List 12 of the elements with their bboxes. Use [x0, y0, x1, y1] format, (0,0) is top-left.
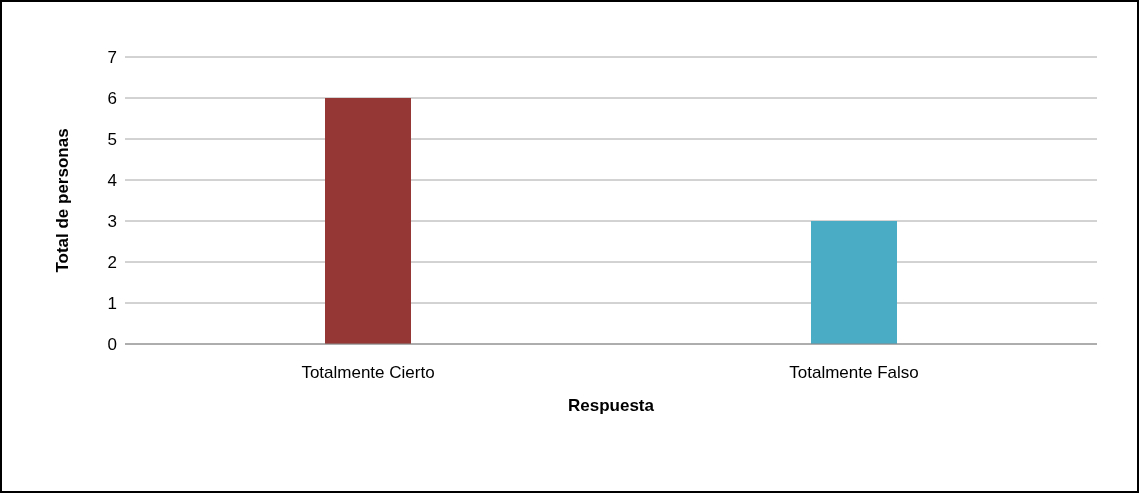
y-tick-label: 3	[107, 212, 117, 232]
y-tick-label: 5	[107, 130, 117, 150]
x-axis-title: Respuesta	[568, 396, 655, 415]
y-tick-label: 4	[107, 171, 117, 191]
y-tick-label: 6	[107, 89, 117, 109]
x-tick-label: Totalmente Cierto	[301, 363, 435, 383]
x-tick-label: Totalmente Falso	[789, 363, 919, 383]
y-tick-label: 1	[107, 294, 117, 314]
y-tick-label: 7	[107, 48, 117, 68]
y-axis-title: Total de personas	[53, 128, 73, 273]
y-tick-label: 0	[107, 335, 117, 355]
y-tick-label: 2	[107, 253, 117, 273]
